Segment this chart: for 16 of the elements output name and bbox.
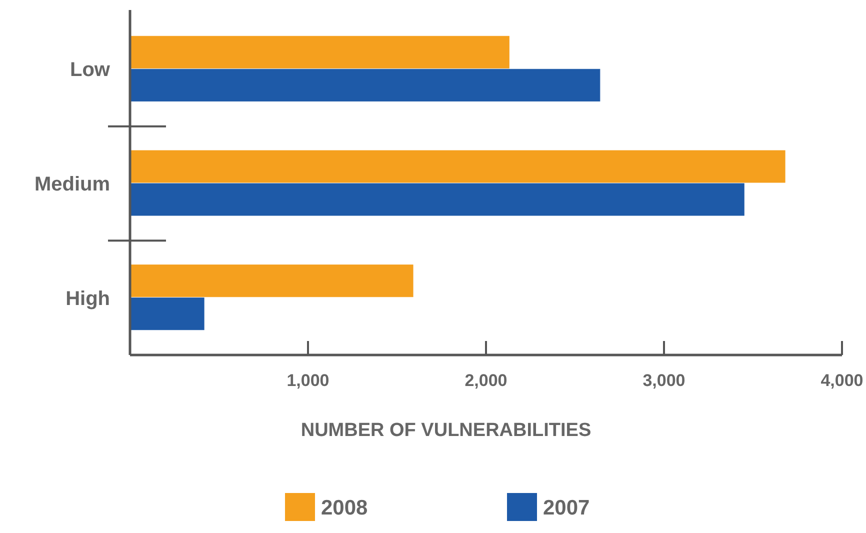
legend-label: 2008	[321, 496, 368, 520]
x-axis-title: NUMBER OF VULNERABILITIES	[300, 420, 592, 441]
bar	[130, 150, 786, 183]
bar	[130, 298, 204, 330]
y-tick-label: High	[66, 288, 110, 310]
y-tick-label: Low	[70, 59, 110, 82]
legend-label: 2007	[543, 496, 590, 520]
x-tick-label: 1,000	[286, 371, 330, 390]
bar	[130, 183, 744, 216]
bar	[130, 36, 510, 68]
x-tick-label: 3,000	[642, 371, 686, 390]
x-tick-label: 2,000	[464, 371, 508, 390]
x-tick-label: 4,000	[820, 371, 864, 390]
y-tick-label: Medium	[34, 174, 110, 196]
bar	[130, 264, 414, 298]
bar	[130, 68, 600, 102]
